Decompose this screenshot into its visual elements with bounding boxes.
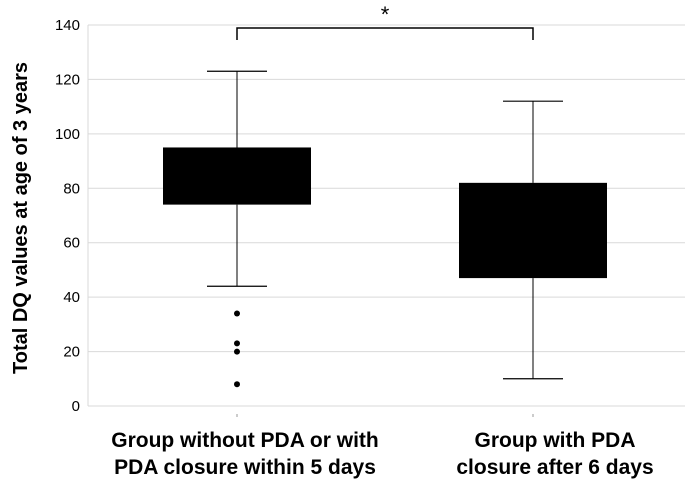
category-label-line: PDA closure within 5 days xyxy=(114,456,376,479)
significance-bracket: * xyxy=(236,2,534,40)
y-tick-label-100: 100 xyxy=(55,126,80,143)
y-axis-ticks: 0 20 40 60 80 100 120 140 xyxy=(55,17,80,415)
y-tick-label-40: 40 xyxy=(63,289,80,306)
iqr-box xyxy=(459,182,607,279)
outlier-point-4 xyxy=(234,381,240,388)
y-tick-label-0: 0 xyxy=(72,398,80,415)
category-label-line: closure after 6 days xyxy=(456,456,653,479)
y-tick-label-20: 20 xyxy=(63,344,80,361)
category-labels: Group without PDA or with PDA closure wit… xyxy=(111,429,653,479)
outlier-point-1 xyxy=(234,310,240,317)
y-tick-label-120: 120 xyxy=(55,71,80,88)
y-tick-label-60: 60 xyxy=(63,235,80,252)
y-tick-label-80: 80 xyxy=(63,180,80,197)
y-axis-label: Total DQ values at age of 3 years xyxy=(10,62,32,374)
category-label-line: Group with PDA xyxy=(475,429,636,452)
bracket-line xyxy=(236,27,534,40)
iqr-box xyxy=(163,147,311,205)
category-label-2: Group with PDA closure after 6 days xyxy=(456,429,653,479)
outlier-point-2 xyxy=(234,340,240,347)
box-groups xyxy=(163,70,607,417)
category-label-line: Group without PDA or with xyxy=(111,429,379,452)
outlier-point-3 xyxy=(234,348,240,355)
box-group-1 xyxy=(163,70,311,417)
category-label-1: Group without PDA or with PDA closure wit… xyxy=(111,429,379,479)
significance-marker: * xyxy=(381,2,390,27)
y-tick-label-140: 140 xyxy=(55,17,80,34)
box-group-2 xyxy=(459,100,607,417)
